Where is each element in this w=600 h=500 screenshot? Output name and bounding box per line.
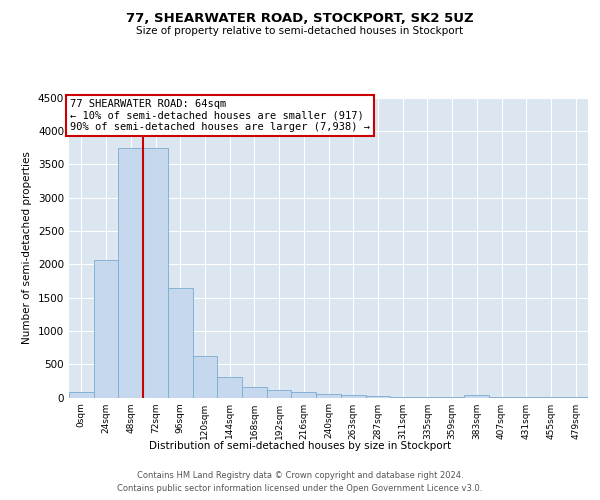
Text: Size of property relative to semi-detached houses in Stockport: Size of property relative to semi-detach… <box>136 26 464 36</box>
Text: Contains public sector information licensed under the Open Government Licence v3: Contains public sector information licen… <box>118 484 482 493</box>
Bar <box>415 397 440 398</box>
Bar <box>242 387 267 398</box>
Bar <box>292 392 316 398</box>
Bar <box>390 396 415 398</box>
Bar <box>143 148 168 398</box>
Bar <box>365 396 390 398</box>
Bar <box>94 260 118 398</box>
Bar <box>316 394 341 398</box>
Bar <box>267 390 292 398</box>
Text: 77 SHEARWATER ROAD: 64sqm
← 10% of semi-detached houses are smaller (917)
90% of: 77 SHEARWATER ROAD: 64sqm ← 10% of semi-… <box>70 99 370 132</box>
Y-axis label: Number of semi-detached properties: Number of semi-detached properties <box>22 151 32 344</box>
Text: Contains HM Land Registry data © Crown copyright and database right 2024.: Contains HM Land Registry data © Crown c… <box>137 471 463 480</box>
Bar <box>69 392 94 398</box>
Text: Distribution of semi-detached houses by size in Stockport: Distribution of semi-detached houses by … <box>149 441 451 451</box>
Bar <box>341 395 365 398</box>
Bar <box>193 356 217 398</box>
Bar <box>168 288 193 398</box>
Text: 77, SHEARWATER ROAD, STOCKPORT, SK2 5UZ: 77, SHEARWATER ROAD, STOCKPORT, SK2 5UZ <box>126 12 474 26</box>
Bar <box>118 148 143 398</box>
Bar <box>217 377 242 398</box>
Bar <box>464 395 489 398</box>
